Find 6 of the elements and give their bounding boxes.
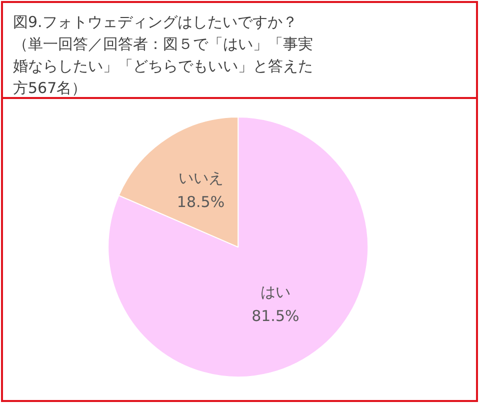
slice-label: いいえ xyxy=(178,169,224,188)
data-label: 18.5% xyxy=(176,193,225,212)
data-label: 81.5% xyxy=(252,306,300,325)
chart-title: 図9.フォトウェディングはしたいですか？ xyxy=(13,13,298,31)
chart-subtitle: （単一回答／回答者：図５で「はい」「事実婚ならしたい」「どちらでもいい」と答えた方567名） xyxy=(13,35,313,97)
slice-label: はい xyxy=(260,282,290,301)
